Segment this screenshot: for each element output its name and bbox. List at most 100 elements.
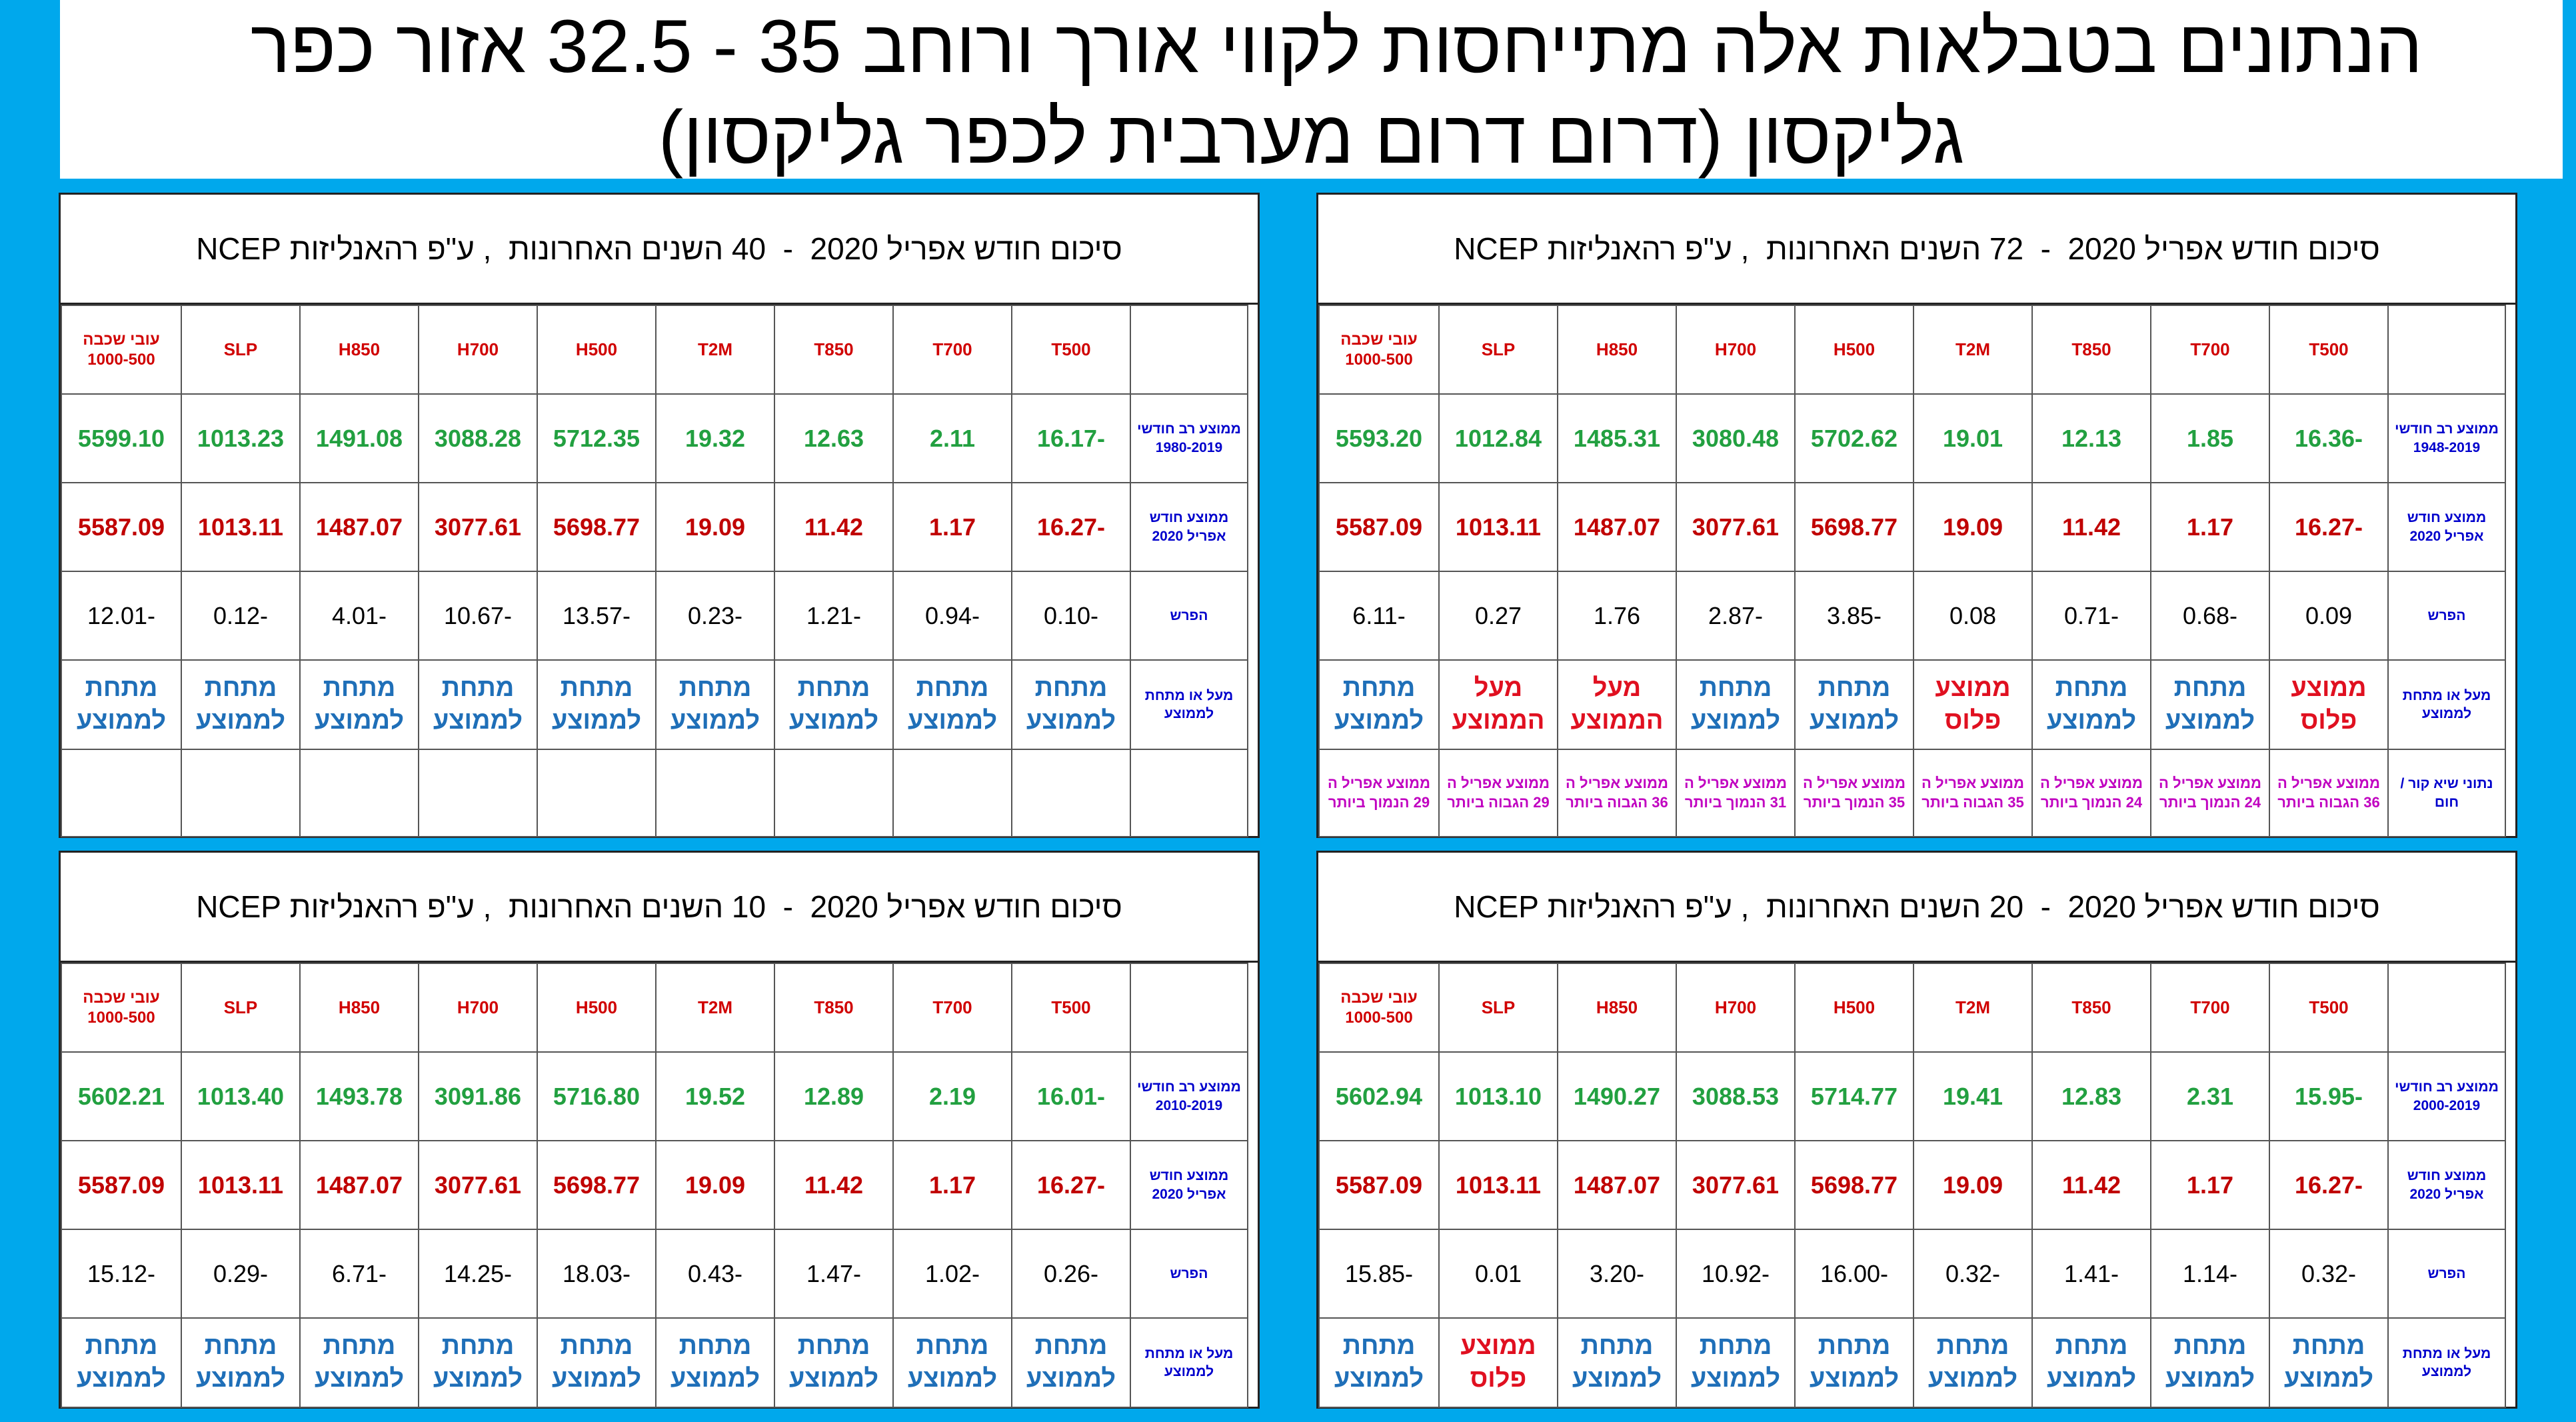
longterm-value: 1013.40 (181, 1051, 301, 1141)
current-value: -16.27 (2269, 1140, 2389, 1230)
diff-value: -6.11 (1318, 571, 1440, 661)
longterm-value: 2.19 (892, 1051, 1012, 1141)
column-header: SLP (1438, 305, 1558, 395)
diff-value: -0.23 (655, 571, 775, 661)
current-value: 1.17 (892, 482, 1012, 572)
status-row: מעל או מתחת לממוצע ממוצע פלוס מתחת לממוצע מ… (1318, 659, 2506, 750)
longterm-value: 3088.28 (418, 393, 538, 483)
diff-row: הפרש -0.26 -1.02 -1.47 -0.43 -18.03 -14.25 -6.7… (61, 1229, 1248, 1319)
diff-value: -3.20 (1557, 1229, 1677, 1319)
longterm-value: 1.85 (2150, 393, 2270, 483)
current-value: -16.27 (1011, 1140, 1131, 1230)
extreme-value: ממוצע אפריל ה 24 הנמוך ביותר (2150, 749, 2270, 837)
current-row: ממוצע חודש אפריל 2020 -16.27 1.17 11.42 19.0… (1318, 1140, 2506, 1230)
panel-title: סיכום חודש אפריל 2020 - 10 השנים האחרונו… (61, 853, 1258, 963)
current-row: ממוצע חודש אפריל 2020 -16.27 1.17 11.42 19.0… (61, 1140, 1248, 1230)
diff-value: -10.67 (418, 571, 538, 661)
diff-value: -12.01 (61, 571, 182, 661)
diff-value: 1.76 (1557, 571, 1677, 661)
extreme-value (299, 749, 419, 837)
longterm-value: 1490.27 (1557, 1051, 1677, 1141)
status-value: מתחת לממוצע (537, 1317, 656, 1408)
diff-value: -0.12 (181, 571, 301, 661)
longterm-value: 1493.78 (299, 1051, 419, 1141)
column-header: T2M (1913, 963, 2033, 1053)
status-value: מתחת לממוצע (2031, 1317, 2151, 1408)
status-value: מתחת לממוצע (537, 659, 656, 750)
status-value: מתחת לממוצע (774, 1317, 894, 1408)
column-header: H850 (1557, 963, 1677, 1053)
corner-cell (2387, 305, 2506, 395)
diff-value: -13.57 (537, 571, 656, 661)
diff-value: -2.87 (1676, 571, 1796, 661)
extreme-value (418, 749, 538, 837)
current-value: 11.42 (774, 482, 894, 572)
column-header: H500 (537, 305, 656, 395)
column-header: H700 (418, 963, 538, 1053)
diff-value: -0.43 (655, 1229, 775, 1319)
extreme-value (181, 749, 301, 837)
longterm-value: 12.63 (774, 393, 894, 483)
longterm-value: -16.36 (2269, 393, 2389, 483)
status-value: מתחת לממוצע (299, 659, 419, 750)
row-label-longterm: ממוצע רב חודשי 2010-2019 (1130, 1051, 1248, 1141)
corner-cell (1130, 305, 1248, 395)
current-value: 5698.77 (537, 1140, 656, 1230)
row-label-extremes: נתוני שיא קור / חום (2387, 749, 2506, 837)
column-header: SLP (1438, 963, 1558, 1053)
row-label-current: ממוצע חודש אפריל 2020 (2387, 1140, 2506, 1230)
column-header: T850 (2031, 305, 2151, 395)
column-header: H700 (1676, 305, 1796, 395)
current-value: 3077.61 (418, 482, 538, 572)
longterm-value: 5602.94 (1318, 1051, 1440, 1141)
diff-value: -15.85 (1318, 1229, 1440, 1319)
summary-table: T500 T700 T850 T2M H500 H700 H850 SLP עובי שכבה … (1318, 963, 2506, 1408)
diff-value: -6.71 (299, 1229, 419, 1319)
current-row: ממוצע חודש אפריל 2020 -16.27 1.17 11.42 19.0… (61, 482, 1248, 572)
longterm-row: ממוצע רב חודשי 1980-2019 -16.17 2.11 12.63 1… (61, 393, 1248, 483)
extreme-value (61, 749, 182, 837)
column-header: T850 (2031, 963, 2151, 1053)
diff-row: הפרש -0.10 -0.94 -1.21 -0.23 -13.57 -10.67 -4.0… (61, 571, 1248, 661)
column-header: H700 (1676, 963, 1796, 1053)
status-value: ממוצע פלוס (2269, 659, 2389, 750)
column-header: T2M (655, 305, 775, 395)
status-row: מעל או מתחת לממוצע מתחת לממוצע מתחת לממוצע… (61, 659, 1248, 750)
diff-value: -14.25 (418, 1229, 538, 1319)
summary-table: T500 T700 T850 T2M H500 H700 H850 SLP עובי שכבה … (61, 305, 1248, 837)
status-value: מתחת לממוצע (418, 1317, 538, 1408)
diff-value: -1.47 (774, 1229, 894, 1319)
row-label-status: מעל או מתחת לממוצע (1130, 659, 1248, 750)
extremes-row: נתוני שיא קור / חום ממוצע אפריל ה 36 הגבו… (1318, 749, 2506, 837)
column-header: H700 (418, 305, 538, 395)
page-title-line-1: הנתונים בטבלאות אלה מתייחסות לקווי אורך … (250, 5, 2423, 88)
longterm-value: 19.01 (1913, 393, 2033, 483)
diff-value: -10.92 (1676, 1229, 1796, 1319)
status-value: מתחת לממוצע (892, 659, 1012, 750)
longterm-value: 19.52 (655, 1051, 775, 1141)
extreme-value (537, 749, 656, 837)
column-header: T700 (892, 305, 1012, 395)
current-value: 1013.11 (181, 1140, 301, 1230)
longterm-row: ממוצע רב חודשי 2000-2019 -15.95 2.31 12.83 1… (1318, 1051, 2506, 1141)
diff-value: -0.68 (2150, 571, 2270, 661)
current-value: 5587.09 (1318, 482, 1440, 572)
longterm-value: 2.11 (892, 393, 1012, 483)
longterm-value: 1013.10 (1438, 1051, 1558, 1141)
status-value: מתחת לממוצע (1676, 659, 1796, 750)
summary-panel-10y: סיכום חודש אפריל 2020 - 10 השנים האחרונו… (59, 851, 1260, 1409)
diff-value: -1.41 (2031, 1229, 2151, 1319)
extreme-value: ממוצע אפריל ה 29 הגבוה ביותר (1438, 749, 1558, 837)
longterm-value: 5602.21 (61, 1051, 182, 1141)
row-label-diff: הפרש (2387, 571, 2506, 661)
diff-value: -3.85 (1794, 571, 1914, 661)
status-value: מתחת לממוצע (892, 1317, 1012, 1408)
status-value: מתחת לממוצע (655, 1317, 775, 1408)
summary-panel-40y: סיכום חודש אפריל 2020 - 40 השנים האחרונו… (59, 193, 1260, 838)
column-header: SLP (181, 963, 301, 1053)
current-value: 5587.09 (61, 482, 182, 572)
longterm-value: 1013.23 (181, 393, 301, 483)
longterm-value: 5716.80 (537, 1051, 656, 1141)
row-label-extremes (1130, 749, 1248, 837)
current-value: 1.17 (2150, 482, 2270, 572)
